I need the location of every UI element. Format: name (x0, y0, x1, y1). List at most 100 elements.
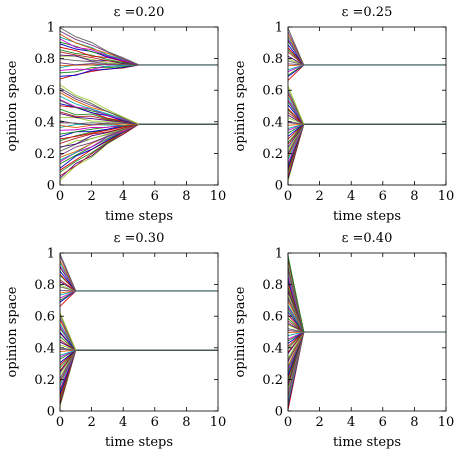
axes-frame (287, 252, 447, 412)
x-axis-label: time steps (105, 209, 173, 224)
opinion-trajectory (288, 31, 446, 66)
opinion-trajectory (288, 331, 446, 382)
opinion-trajectory (288, 85, 446, 125)
opinion-trajectory (288, 123, 446, 182)
opinion-trajectory (288, 123, 446, 148)
opinion-trajectory (60, 286, 218, 292)
opinion-trajectory (288, 261, 446, 333)
opinion-trajectory (288, 64, 446, 73)
opinion-trajectory (288, 323, 446, 333)
y-tick-label: 0.6 (262, 84, 283, 99)
opinion-trajectory (288, 269, 446, 333)
opinion-trajectory (288, 27, 446, 66)
opinion-trajectory (60, 349, 218, 356)
trajectories (288, 27, 446, 182)
x-tick-label: 4 (119, 415, 127, 430)
y-tick-label: 1 (275, 21, 283, 36)
x-tick-label: 8 (410, 189, 418, 204)
opinion-trajectory (60, 349, 218, 360)
opinion-trajectory (288, 331, 446, 389)
opinion-trajectory (288, 89, 446, 125)
opinion-trajectory (288, 109, 446, 125)
x-tick-label: 0 (56, 415, 64, 430)
opinion-trajectory (60, 262, 218, 292)
opinion-trajectory (60, 317, 218, 351)
opinion-trajectory (60, 27, 218, 66)
opinion-trajectory (60, 253, 218, 292)
x-tick-label: 6 (151, 415, 159, 430)
opinion-trajectory (288, 123, 446, 145)
x-tick-label: 10 (210, 415, 227, 430)
opinion-trajectory (60, 349, 218, 382)
opinion-trajectory (60, 123, 218, 163)
opinion-trajectory (60, 349, 218, 358)
x-axis-label: time steps (105, 435, 173, 450)
x-tick-label: 2 (315, 415, 323, 430)
opinion-trajectory (60, 256, 218, 292)
x-tick-label: 8 (182, 415, 190, 430)
opinion-trajectory (288, 304, 446, 333)
trajectories (288, 255, 446, 411)
opinion-trajectory (288, 331, 446, 371)
y-axis-label: opinion space (233, 286, 248, 377)
trajectories (60, 27, 218, 181)
opinion-trajectory (60, 349, 218, 373)
opinion-trajectory (288, 47, 446, 66)
opinion-trajectory (288, 92, 446, 125)
opinion-trajectory (288, 331, 446, 379)
opinion-trajectory (60, 265, 218, 292)
opinion-trajectory (288, 44, 446, 66)
opinion-trajectory (288, 123, 446, 134)
y-tick-label: 0.2 (34, 147, 55, 162)
opinion-trajectory (288, 123, 446, 164)
opinion-trajectory (288, 255, 446, 333)
x-tick-label: 8 (182, 189, 190, 204)
opinion-trajectory (288, 277, 446, 333)
opinion-trajectory (60, 123, 218, 135)
opinion-trajectory (288, 283, 446, 333)
opinion-trajectory (288, 320, 446, 333)
opinion-trajectory (60, 349, 218, 397)
y-tick-label: 0.8 (262, 52, 283, 67)
opinion-trajectory (288, 49, 446, 66)
opinion-trajectory (288, 101, 446, 125)
axes-frame (287, 26, 447, 186)
opinion-trajectory (60, 320, 218, 351)
opinion-trajectory (60, 349, 218, 371)
opinion-trajectory (60, 349, 218, 379)
y-tick-label: 0.6 (34, 84, 55, 99)
opinion-trajectory (60, 328, 218, 351)
opinion-trajectory (288, 331, 446, 359)
opinion-trajectory (60, 55, 218, 66)
opinion-trajectory (288, 288, 446, 333)
opinion-trajectory (288, 58, 446, 66)
y-tick-label: 0 (47, 405, 55, 420)
opinion-trajectory (288, 39, 446, 66)
opinion-trajectory (288, 64, 446, 71)
y-tick-label: 0.4 (34, 341, 55, 356)
opinion-trajectory (60, 290, 218, 307)
opinion-trajectory (60, 290, 218, 299)
opinion-trajectory (288, 331, 446, 402)
opinion-trajectory (288, 331, 446, 407)
opinion-trajectory (288, 290, 446, 333)
opinion-trajectory (288, 259, 446, 333)
opinion-trajectory (288, 331, 446, 347)
opinion-trajectory (60, 326, 218, 351)
opinion-trajectory (288, 286, 446, 333)
x-tick-label: 10 (438, 189, 455, 204)
opinion-trajectory (288, 331, 446, 354)
y-tick-label: 0.6 (34, 310, 55, 325)
y-tick-label: 0.8 (262, 278, 283, 293)
opinion-trajectory (288, 309, 446, 333)
opinion-trajectory (288, 99, 446, 125)
opinion-trajectory (288, 331, 446, 367)
opinion-trajectory (288, 114, 446, 125)
x-axis-label: time steps (333, 435, 401, 450)
opinion-trajectory (60, 99, 218, 125)
chart-panel-1: 0 2 4 6 8 10 0 0.2 0.4 0.6 0.8 1 ε =0.20 time steps op… (5, 5, 226, 224)
x-tick-label: 6 (379, 189, 387, 204)
x-tick-label: 10 (210, 189, 227, 204)
opinion-trajectory (60, 281, 218, 292)
opinion-trajectory (60, 349, 218, 407)
